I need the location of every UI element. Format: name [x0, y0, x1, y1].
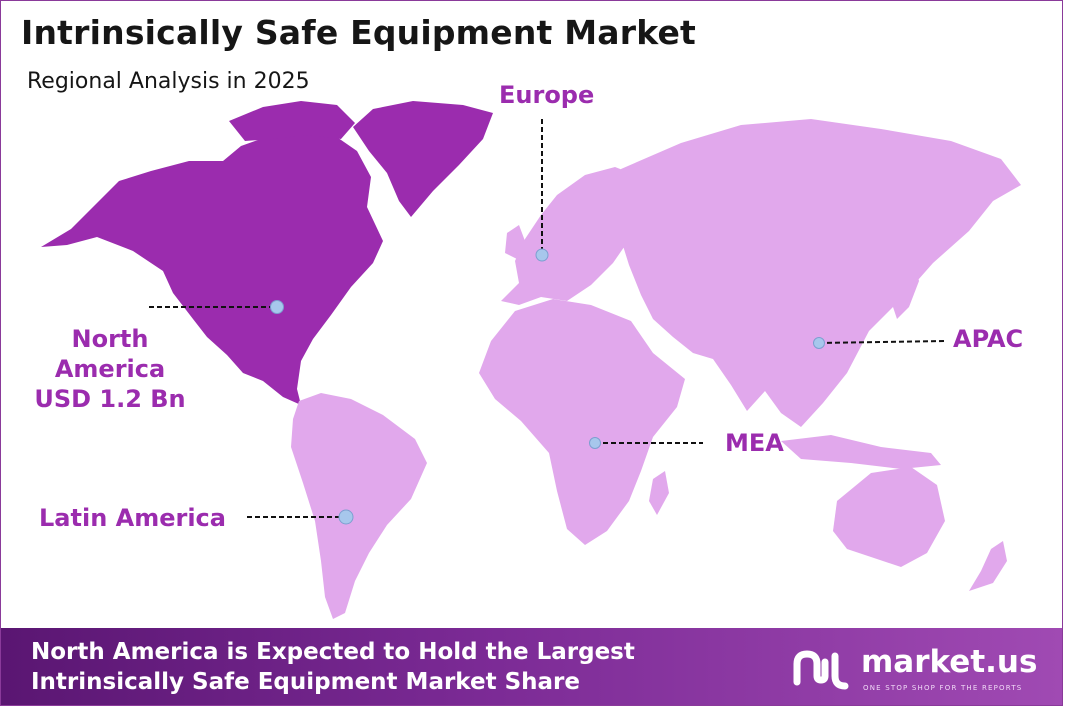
label-europe: Europe	[499, 81, 595, 109]
region-uk	[505, 225, 525, 259]
marker-north-america	[270, 300, 284, 314]
region-africa	[479, 299, 685, 545]
marker-mea	[589, 437, 601, 449]
region-australia	[833, 467, 945, 567]
region-north-america	[41, 127, 383, 405]
label-north-america: North America USD 1.2 Bn	[15, 324, 205, 414]
page-title: Intrinsically Safe Equipment Market	[21, 13, 697, 52]
footer-line-2: Intrinsically Safe Equipment Market Shar…	[31, 669, 580, 695]
region-greenland	[353, 101, 493, 217]
region-asia	[613, 119, 1021, 427]
marker-apac	[813, 337, 825, 349]
region-markers	[270, 248, 825, 525]
market-us-logo-icon	[793, 650, 849, 690]
page-subtitle: Regional Analysis in 2025	[27, 69, 310, 94]
world-map	[41, 101, 1021, 619]
region-europe	[501, 167, 649, 305]
brand-block: market.us ONE STOP SHOP FOR THE REPORTS	[791, 644, 1041, 696]
marker-europe	[535, 248, 549, 262]
label-latin-america: Latin America	[39, 504, 226, 532]
label-mea: MEA	[725, 429, 784, 457]
leader-lines	[149, 119, 946, 518]
region-new-zealand	[969, 541, 1007, 591]
footer-text: North America is Expected to Hold the La…	[31, 637, 635, 697]
label-north-america-value: USD 1.2 Bn	[34, 385, 186, 413]
label-apac: APAC	[953, 325, 1024, 353]
region-south-america	[291, 393, 427, 619]
brand-name: market.us	[861, 644, 1038, 680]
marker-latin-america	[338, 509, 354, 525]
region-madagascar	[649, 471, 669, 515]
footer-line-1: North America is Expected to Hold the La…	[31, 639, 635, 665]
leader-line-apac	[818, 340, 946, 344]
region-indonesia	[781, 435, 941, 469]
footer-banner: North America is Expected to Hold the La…	[1, 628, 1062, 705]
label-north-america-name: North America	[54, 325, 166, 383]
region-japan	[891, 257, 919, 319]
brand-tagline: ONE STOP SHOP FOR THE REPORTS	[863, 684, 1023, 692]
region-arctic-islands	[229, 101, 355, 141]
